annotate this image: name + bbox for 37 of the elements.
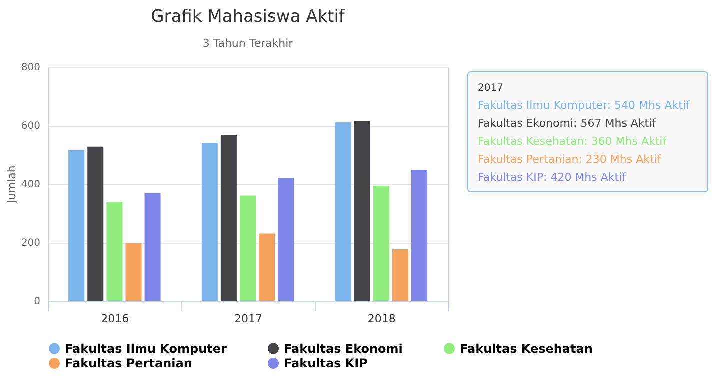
bar (220, 135, 237, 301)
text: Fakultas Ilmu Komputer: 540 Mhs Aktif (478, 99, 692, 112)
bar (335, 122, 352, 301)
y-tick-label: 0 (34, 296, 40, 308)
bar (392, 250, 408, 301)
y-tick-label: 600 (21, 121, 40, 132)
chart-title: Grafik Mahasiswa Aktif (151, 7, 346, 27)
y-tick-label: 800 (21, 62, 40, 74)
legend-label: Fakultas Kesehatan (460, 342, 593, 356)
bar (373, 186, 390, 301)
legend-label: Fakultas KIP (284, 356, 368, 370)
bar (259, 234, 276, 301)
chart-subtitle: 3 Tahun Terakhir (202, 37, 294, 50)
y-axis-title: Jumlah (5, 166, 18, 204)
bar (240, 196, 256, 301)
text: 2017 (478, 83, 504, 94)
bar (144, 193, 161, 301)
x-tick-label: 2017 (234, 312, 262, 326)
bar (126, 243, 142, 301)
bar (354, 121, 370, 301)
bar (106, 202, 123, 301)
x-tick-label: 2016 (101, 312, 130, 326)
legend-label: Fakultas Ekonomi (284, 342, 403, 356)
bar (202, 143, 218, 301)
text: Fakultas KIP: 420 Mhs Aktif (478, 171, 628, 184)
text: Fakultas Ekonomi: 567 Mhs Aktif (478, 117, 658, 130)
bar (88, 146, 104, 301)
text: Fakultas Kesehatan: 360 Mhs Aktif (478, 135, 668, 148)
y-tick-label: 200 (21, 238, 40, 249)
text: Fakultas Pertanian: 230 Mhs Aktif (478, 153, 662, 166)
legend-label: Fakultas Ilmu Komputer (65, 342, 228, 356)
legend-label: Fakultas Pertanian (65, 356, 192, 370)
bar (278, 178, 294, 301)
x-tick-label: 2018 (368, 312, 396, 326)
y-tick-label: 400 (21, 180, 40, 190)
bar (68, 150, 85, 301)
bar (411, 170, 428, 301)
